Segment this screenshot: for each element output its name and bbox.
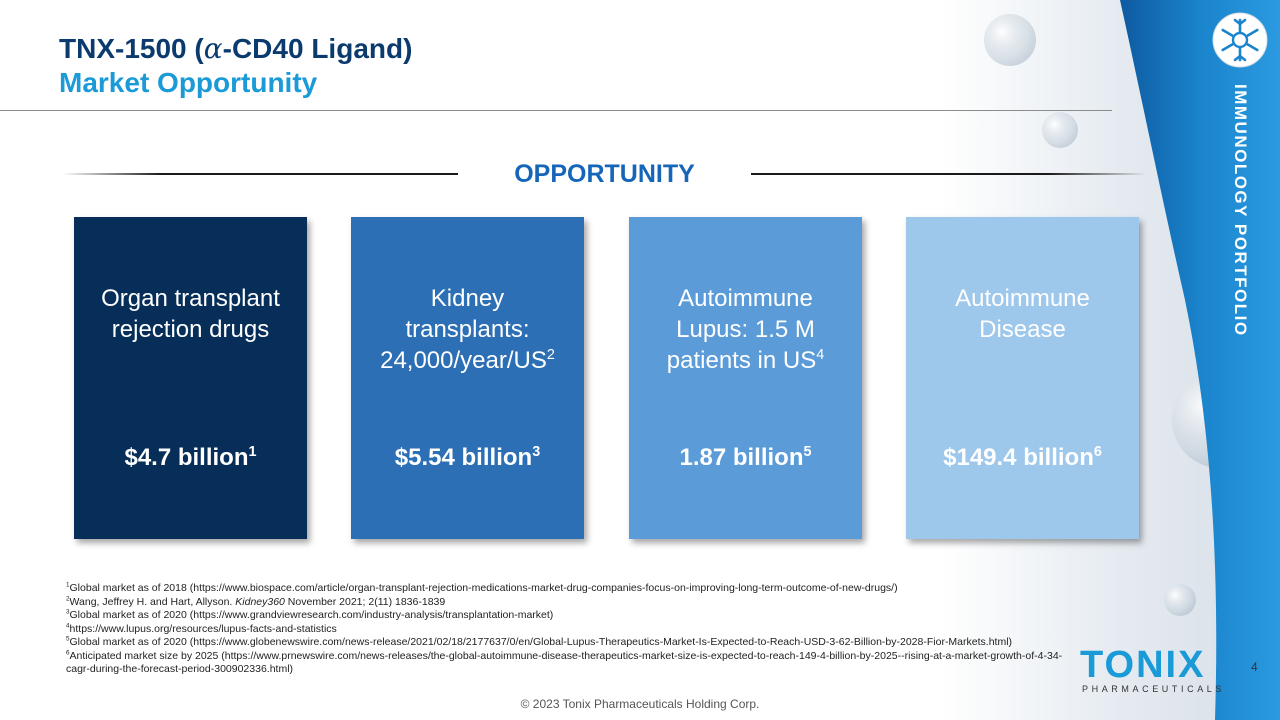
- footnote-1: 1Global market as of 2018 (https://www.b…: [66, 581, 898, 594]
- title-line-1: TNX-1500 (α-CD40 Ligand): [59, 32, 413, 65]
- footnote-6: 6Anticipated market size by 2025 (https:…: [66, 649, 1063, 675]
- section-heading: OPPORTUNITY: [514, 160, 695, 188]
- tonix-logo: TONIX PHARMACEUTICALS: [1076, 644, 1221, 696]
- footnote-5: 5Global market as of 2020 (https://www.g…: [66, 635, 1013, 648]
- market-card-autoimmune-disease: Autoimmune Disease $149.4 billion6: [906, 217, 1139, 539]
- market-card-kidney-transplants: Kidney transplants: 24,000/year/US2 $5.54 …: [351, 217, 584, 539]
- logo-subtitle: PHARMACEUTICALS: [1082, 684, 1226, 694]
- title-divider: [0, 110, 1112, 111]
- immunology-portfolio-label: IMMUNOLOGY PORTFOLIO: [1231, 84, 1250, 337]
- footnote-4: 4https://www.lupus.org/resources/lupus-f…: [66, 622, 337, 635]
- title-line-2: Market Opportunity: [59, 67, 318, 98]
- card-value: $149.4 billion6: [943, 444, 1102, 471]
- footnote-3: 3Global market as of 2020 (https://www.g…: [66, 608, 554, 621]
- footnote-2: 2Wang, Jeffrey H. and Hart, Allyson. Kid…: [66, 595, 446, 608]
- footnotes: 1Global market as of 2018 (https://www.b…: [66, 582, 1076, 677]
- card-value: 1.87 billion5: [679, 444, 812, 471]
- card-description: Autoimmune Disease: [955, 285, 1090, 343]
- page-number: 4: [1251, 660, 1258, 674]
- card-description: Kidney transplants: 24,000/year/US2: [380, 285, 555, 374]
- copyright-notice: © 2023 Tonix Pharmaceuticals Holding Cor…: [520, 697, 760, 711]
- heading-rule-right: [751, 173, 1147, 175]
- snowflake-badge-icon: [1212, 12, 1268, 68]
- logo-wordmark: TONIX: [1080, 644, 1206, 686]
- slide-title: TNX-1500 (α-CD40 Ligand) Market Opportun…: [59, 32, 412, 100]
- card-description: Organ transplant rejection drugs: [101, 285, 280, 343]
- heading-rule-left: [62, 173, 458, 175]
- market-card-transplant-rejection: Organ transplant rejection drugs $4.7 bil…: [74, 217, 307, 539]
- card-value: $4.7 billion1: [124, 444, 257, 471]
- card-value: $5.54 billion3: [394, 444, 541, 471]
